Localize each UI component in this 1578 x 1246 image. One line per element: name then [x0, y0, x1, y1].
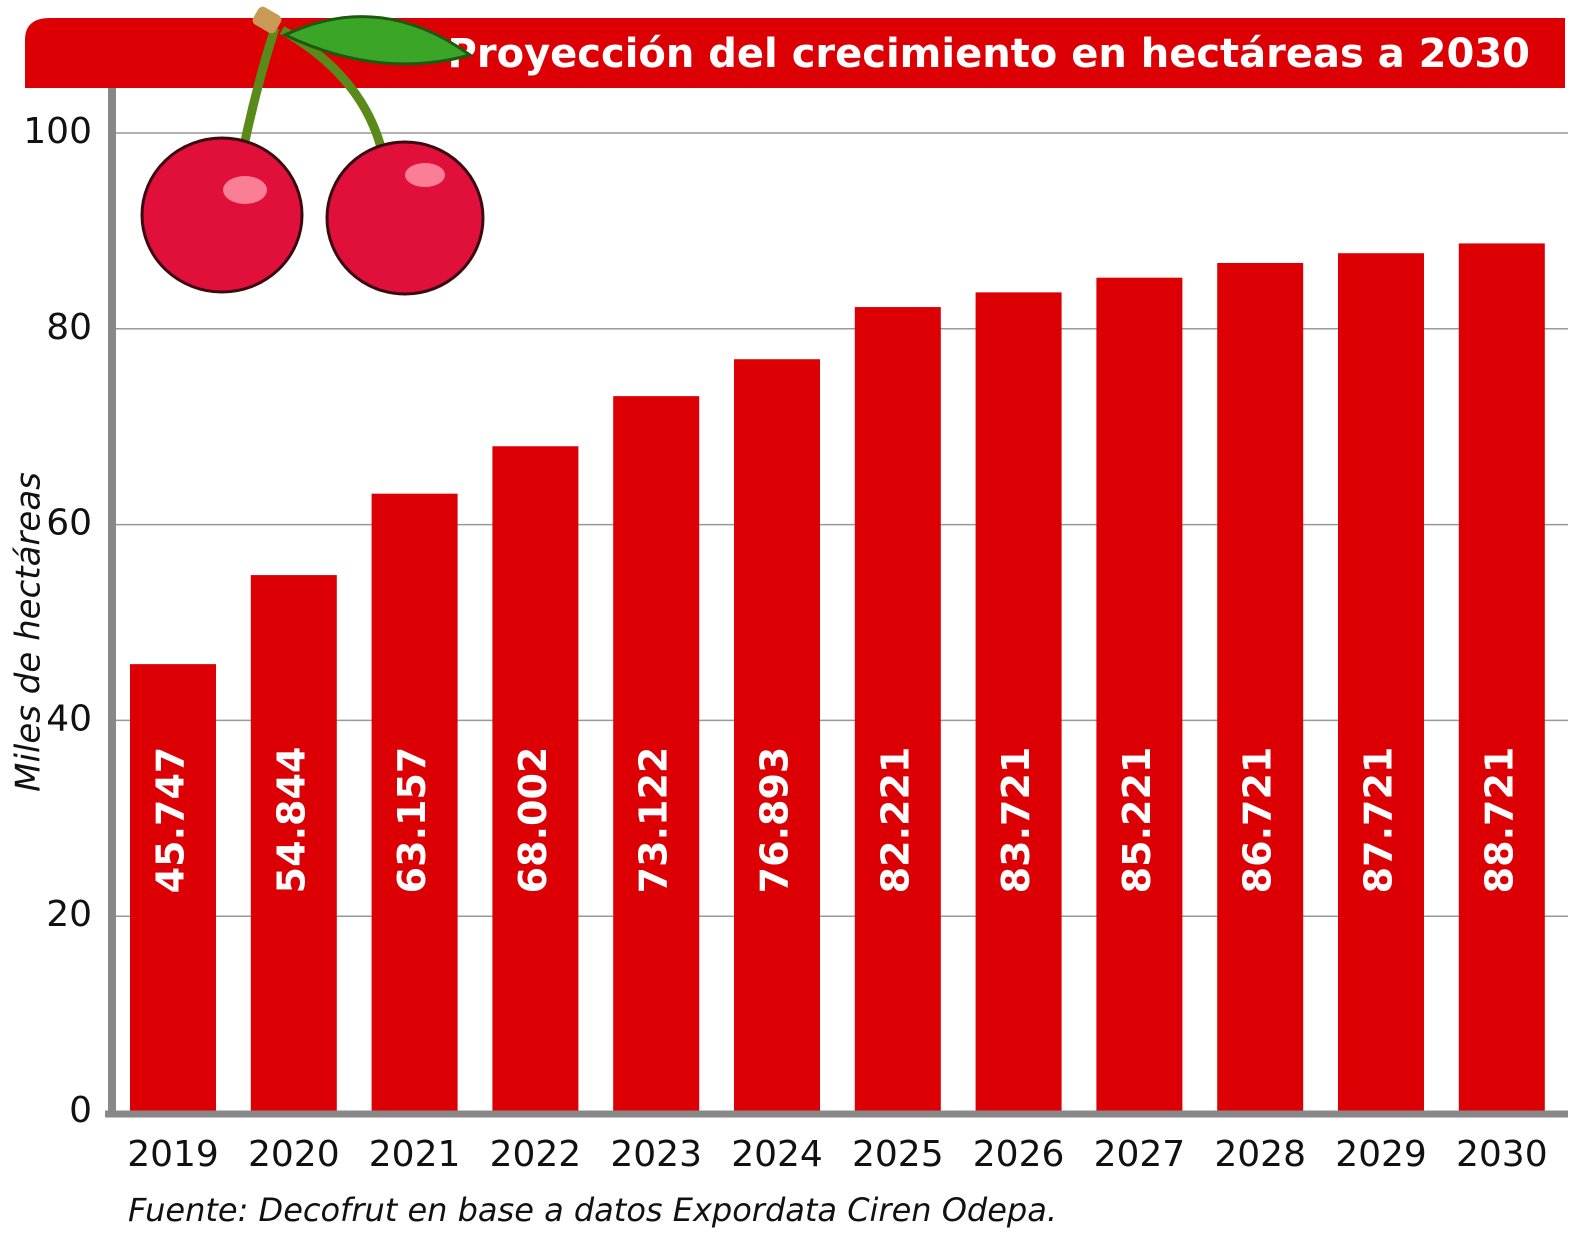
x-tick-label: 2030: [1456, 1134, 1548, 1175]
bar: [371, 493, 458, 1112]
y-axis-label: Miles de hectáreas: [9, 472, 49, 792]
x-tick-label: 2029: [1335, 1134, 1427, 1175]
chart-title: Proyección del crecimiento en hectáreas …: [448, 31, 1530, 77]
value-label: 88.721: [1477, 747, 1521, 894]
cherry-illustration: [140, 6, 485, 296]
value-label: 76.893: [753, 747, 797, 894]
bar: [250, 575, 337, 1112]
value-label: 68.002: [511, 747, 555, 894]
x-tick-label: 2025: [852, 1134, 944, 1175]
bar: [130, 664, 216, 1112]
y-tick-label: 60: [46, 503, 92, 544]
x-tick-label: 2020: [248, 1134, 340, 1175]
x-tick-label: 2024: [731, 1134, 823, 1175]
value-label: 86.721: [1236, 747, 1280, 894]
y-tick-label: 80: [46, 307, 92, 348]
x-tick-label: 2021: [369, 1134, 461, 1175]
y-tick-label: 0: [69, 1090, 92, 1131]
x-tick-label: 2022: [490, 1134, 582, 1175]
value-label: 87.721: [1357, 747, 1401, 894]
value-label: 85.221: [1115, 747, 1159, 894]
plot-area: 0 20 40 60 80 100 2019 45.747 2020 54.844 2021 63.1…: [23, 88, 1568, 1175]
value-label: 82.221: [873, 747, 917, 894]
y-tick-label: 100: [23, 111, 92, 152]
value-label: 73.122: [632, 747, 676, 894]
bar: [613, 396, 700, 1112]
bar: [734, 359, 820, 1112]
x-tick-label: 2023: [610, 1134, 702, 1175]
y-tick-label: 40: [46, 698, 92, 739]
bar: [1458, 243, 1545, 1113]
x-tick-label: 2027: [1094, 1134, 1186, 1175]
x-tick-label: 2028: [1214, 1134, 1306, 1175]
value-label: 63.157: [390, 747, 434, 894]
value-label: 83.721: [994, 747, 1038, 894]
bar: [1096, 277, 1183, 1112]
bar: [1217, 263, 1304, 1112]
bar: [492, 446, 579, 1113]
value-label: 54.844: [269, 747, 313, 894]
y-tick-label: 20: [46, 894, 92, 935]
bar: [854, 307, 941, 1112]
x-tick-label: 2026: [973, 1134, 1065, 1175]
x-tick-label: 2019: [127, 1134, 219, 1175]
source-note: Fuente: Decofrut en base a datos Exporda…: [128, 1191, 1057, 1229]
bar: [1338, 253, 1424, 1112]
value-label: 45.747: [149, 747, 193, 894]
bar: [975, 292, 1062, 1112]
